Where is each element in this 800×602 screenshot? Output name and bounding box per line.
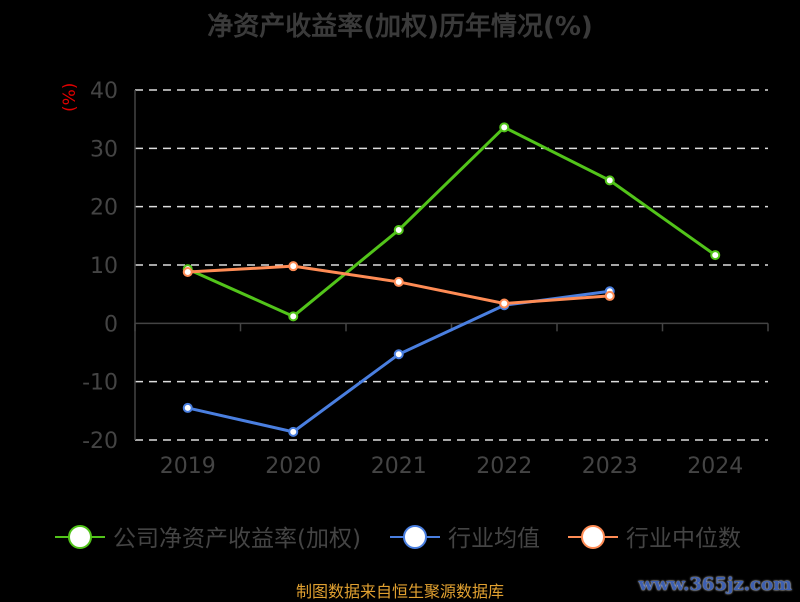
data-point bbox=[604, 175, 615, 186]
data-point bbox=[182, 267, 193, 277]
y-tick-label: 20 bbox=[90, 196, 118, 221]
y-tick-label: -10 bbox=[82, 371, 118, 396]
y-tick-label: 10 bbox=[90, 254, 118, 279]
legend-label: 公司净资产收益率(加权) bbox=[113, 526, 361, 552]
legend-label: 行业均值 bbox=[448, 526, 540, 552]
x-tick-label: 2023 bbox=[582, 454, 638, 479]
series-line bbox=[187, 125, 717, 319]
x-tick-label: 2024 bbox=[687, 454, 743, 479]
y-tick-label: 30 bbox=[90, 137, 118, 162]
data-point bbox=[499, 298, 510, 309]
watermark: www.365jz.com bbox=[638, 574, 792, 595]
legend-marker bbox=[581, 525, 605, 549]
data-point bbox=[288, 426, 299, 437]
series-line bbox=[187, 289, 610, 434]
x-tick-label: 2020 bbox=[265, 454, 321, 479]
data-point bbox=[393, 349, 404, 360]
legend-label: 行业中位数 bbox=[626, 526, 741, 552]
data-source-note: 制图数据来自恒生聚源数据库 bbox=[295, 582, 504, 601]
data-point bbox=[288, 261, 299, 272]
chart-title: 净资产收益率(加权)历年情况(%) bbox=[207, 12, 593, 42]
x-tick-label: 2019 bbox=[160, 454, 216, 479]
data-point bbox=[288, 311, 299, 322]
data-point bbox=[710, 250, 721, 261]
y-tick-label: -20 bbox=[82, 429, 118, 454]
y-tick-label: 40 bbox=[90, 79, 118, 104]
y-tick-label: 0 bbox=[104, 312, 118, 337]
legend-marker bbox=[403, 525, 427, 549]
legend-marker bbox=[68, 525, 92, 549]
data-point bbox=[182, 402, 193, 413]
data-point bbox=[604, 290, 615, 301]
data-point bbox=[393, 276, 404, 287]
x-tick-label: 2021 bbox=[371, 454, 427, 479]
x-tick-label: 2022 bbox=[476, 454, 532, 479]
data-point bbox=[393, 225, 404, 235]
data-point bbox=[499, 122, 510, 133]
